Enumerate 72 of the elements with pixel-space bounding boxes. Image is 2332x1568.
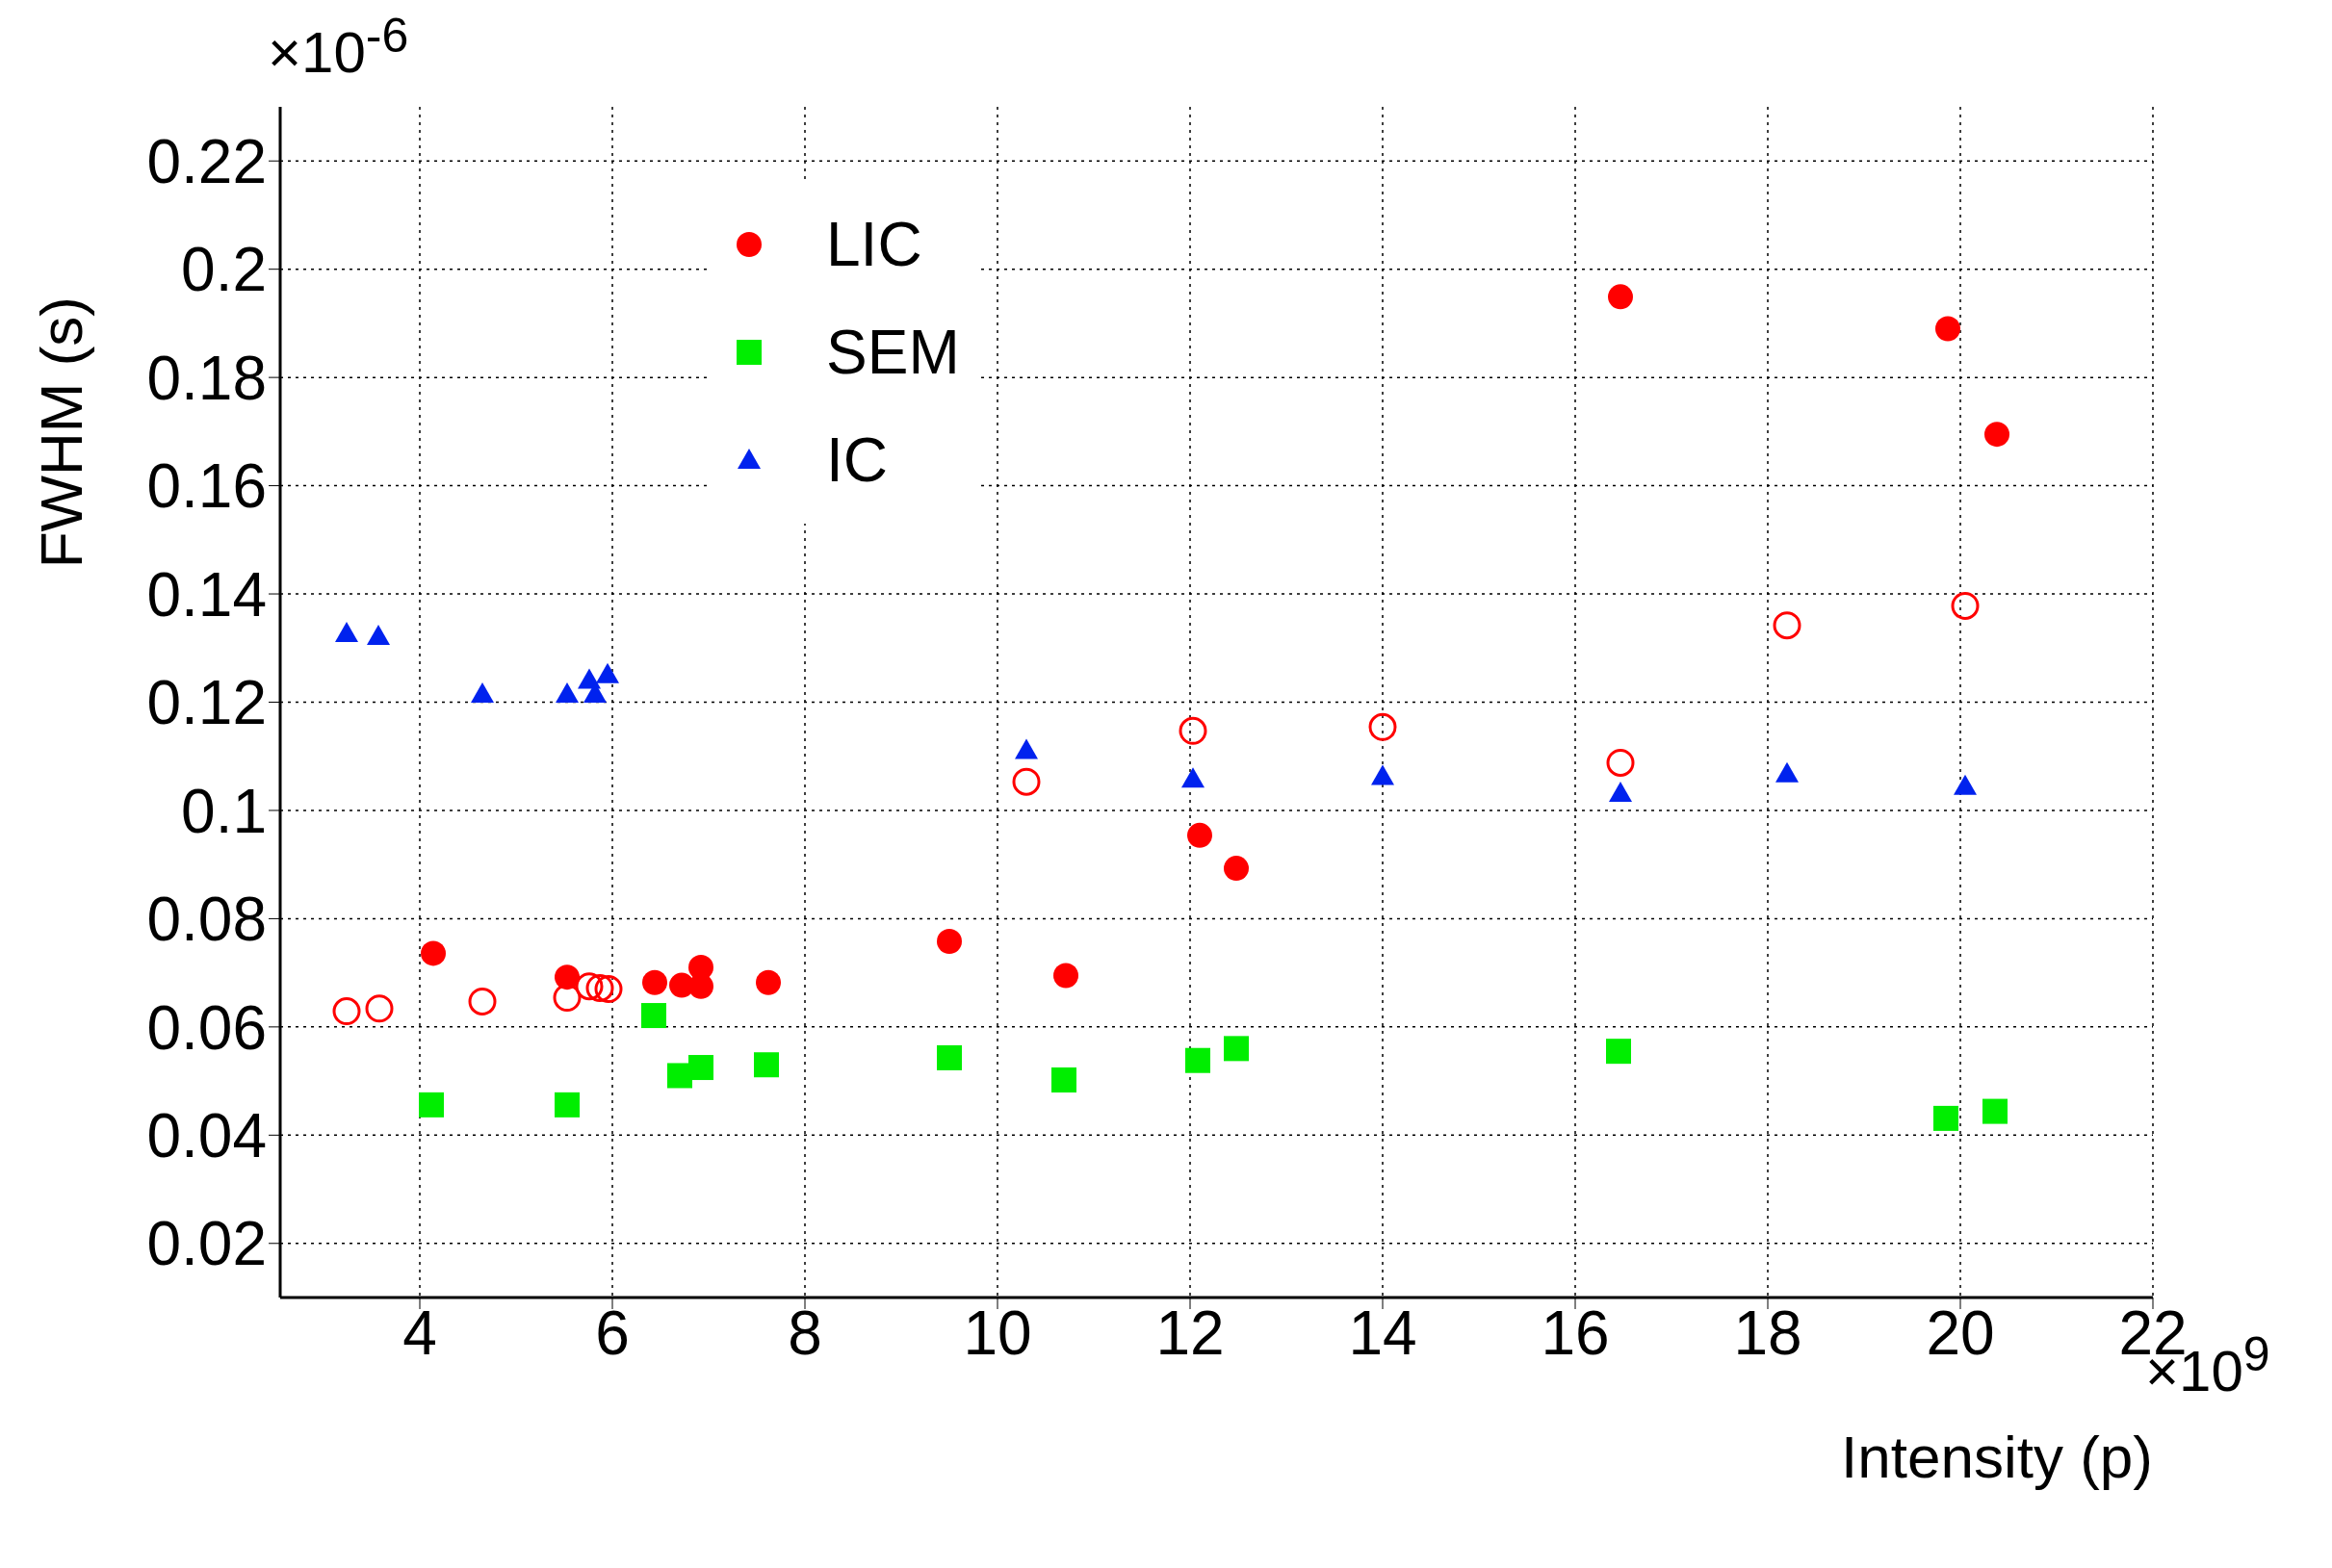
- point: [594, 975, 623, 1003]
- point: [468, 987, 497, 1015]
- point: [754, 1052, 779, 1078]
- y-axis-title: FWHM (s): [27, 296, 95, 569]
- point: [1608, 284, 1633, 310]
- point: [688, 1055, 713, 1081]
- x-tick-label: 6: [595, 1298, 630, 1369]
- point: [1012, 767, 1041, 796]
- point: [367, 624, 390, 645]
- point: [365, 994, 394, 1023]
- point: [641, 1003, 666, 1029]
- point: [937, 1044, 962, 1070]
- y-tick-label: 0.1: [181, 776, 267, 846]
- x-tick-label: 18: [1733, 1298, 1802, 1369]
- y-tick-label: 0.02: [146, 1209, 267, 1279]
- point: [335, 622, 358, 643]
- point: [471, 682, 494, 704]
- point: [1224, 856, 1249, 882]
- x-tick-label: 4: [402, 1298, 437, 1369]
- x-tick-label: 16: [1541, 1298, 1610, 1369]
- y-tick-label: 0.04: [146, 1101, 267, 1171]
- point: [1984, 422, 2009, 448]
- text: ×10$^{-6}$: [268, 8, 409, 86]
- point: [419, 1092, 444, 1118]
- point: [553, 984, 582, 1012]
- y-tick-label: 0.16: [146, 451, 267, 522]
- x-tick-label: 20: [1926, 1298, 1995, 1369]
- y-tick-label: 0.22: [146, 126, 267, 196]
- y-tick-label: 0.18: [146, 343, 267, 413]
- point: [1179, 716, 1207, 745]
- point: [555, 1092, 580, 1118]
- point: [596, 662, 619, 683]
- point: [585, 973, 614, 1002]
- x-tick-label: 10: [963, 1298, 1032, 1369]
- point: [332, 997, 361, 1026]
- legend-label: SEM: [826, 317, 960, 388]
- point: [1773, 611, 1801, 640]
- y-tick-label: 0.08: [146, 885, 267, 955]
- point: [1609, 781, 1632, 802]
- point: [1368, 712, 1397, 741]
- point: [1187, 822, 1212, 848]
- legend-label: LIC: [826, 209, 922, 280]
- x-axis-title: Intensity (p): [1841, 1423, 2153, 1491]
- point: [1371, 764, 1394, 785]
- point: [1053, 963, 1078, 989]
- y-tick-label: 0.12: [146, 668, 267, 738]
- point: [1933, 1105, 1958, 1131]
- point: [1935, 316, 1960, 342]
- y-tick-label: 0.2: [181, 235, 267, 305]
- point: [556, 682, 579, 704]
- point: [421, 940, 446, 966]
- point: [1181, 767, 1205, 788]
- x-tick-label: 12: [1155, 1298, 1225, 1369]
- point: [1954, 774, 1977, 795]
- x-tick-label: 14: [1348, 1298, 1417, 1369]
- point: [937, 929, 962, 955]
- point: [1951, 591, 1980, 620]
- point: [1051, 1067, 1076, 1092]
- y-tick-label: 0.14: [146, 559, 267, 630]
- point: [1775, 761, 1799, 783]
- y-tick-label: 0.06: [146, 992, 267, 1063]
- x-tick-label: 8: [788, 1298, 822, 1369]
- point: [1015, 738, 1038, 759]
- legend-label: IC: [826, 424, 888, 496]
- point: [1606, 748, 1635, 777]
- point: [642, 969, 667, 995]
- point: [1606, 1039, 1631, 1065]
- point: [1224, 1036, 1249, 1062]
- point: [575, 972, 604, 1001]
- point: [1982, 1098, 2008, 1124]
- point: [1185, 1047, 1210, 1073]
- point: [756, 969, 781, 995]
